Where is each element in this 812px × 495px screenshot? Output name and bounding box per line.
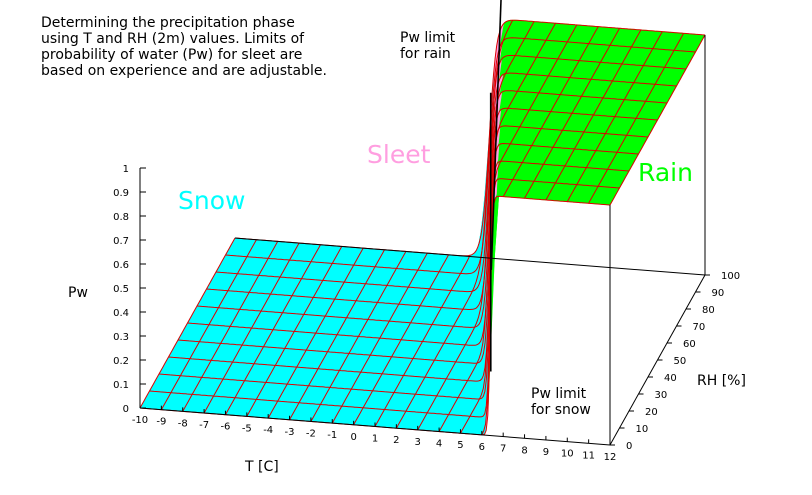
grid-line-t	[310, 251, 407, 422]
z-tick-label: 0.5	[113, 284, 129, 295]
y-tick-label: 100	[721, 271, 740, 282]
grid-line-t	[353, 254, 450, 426]
x-tick-label: -6	[220, 422, 230, 433]
snow-limit-callout: Pw limit for snow	[531, 386, 591, 418]
grid-line-t	[524, 28, 620, 199]
x-tick-label: 0	[350, 432, 356, 443]
x-tick-label: -5	[242, 423, 252, 434]
y-tick-label: 10	[636, 424, 649, 435]
z-tick-label: 0.7	[113, 236, 129, 247]
snow-callout-line: Pw limit	[531, 386, 587, 402]
grid-line-t	[609, 34, 706, 206]
x-tick-label: 3	[415, 437, 421, 448]
x-tick-label: 5	[457, 440, 463, 451]
y-tick-label: 50	[674, 356, 687, 367]
z-tick-label: 0.9	[113, 188, 129, 199]
y-tick-label: 0	[626, 441, 632, 452]
x-tick-label: 7	[500, 444, 506, 455]
description-line: using T and RH (2m) values. Limits of	[41, 31, 305, 47]
z-tick-label: 0.2	[113, 356, 129, 367]
description-line: based on experience and are adjustable.	[41, 63, 327, 79]
grid-line-t	[460, 22, 556, 434]
x-tick-label: -3	[285, 427, 295, 438]
snow-region-label: Snow	[178, 186, 246, 215]
z-tick-label: 0.6	[113, 260, 129, 271]
z-tick-label: 0.8	[113, 212, 129, 223]
grid-line-t	[203, 242, 300, 414]
x-axis-title: T [C]	[244, 459, 279, 475]
y-axis-title: RH [%]	[697, 373, 746, 389]
z-tick-label: 0.1	[113, 380, 129, 391]
z-tick-label: 0.4	[113, 308, 129, 319]
grid-line-t	[160, 239, 257, 410]
rain-limit-callout: Pw limit for rain	[400, 30, 455, 62]
z-tick-label: 0	[123, 404, 129, 415]
x-tick-label: 11	[582, 450, 595, 461]
grid-line-t	[267, 247, 364, 419]
x-tick-label: -4	[263, 425, 273, 436]
tick-labels: -10 -9 -8 -7 -6 -5 -4 -3 -2 -1 0 1 2 3 4 5 6 7 8 9 10 11 12010…	[113, 164, 740, 463]
rain-limit-line	[490, 0, 502, 270]
x-tick-label: 2	[393, 435, 399, 446]
description-line: Determining the precipitation phase	[41, 15, 295, 31]
pw-surface	[139, 19, 706, 436]
z-tick-label: 0.3	[113, 332, 129, 343]
grid-line-t	[289, 249, 385, 421]
grid-line-t	[545, 29, 642, 201]
rain-callout-line: Pw limit	[400, 30, 456, 46]
x-tick-label: 4	[436, 439, 442, 450]
y-tick-label: 20	[645, 407, 658, 418]
x-tick-label: -1	[327, 430, 337, 441]
x-tick-label: -10	[132, 415, 148, 426]
pw-limit-lines	[489, 0, 502, 372]
rain-region-label: Rain	[638, 158, 693, 187]
grid-line-t	[566, 31, 663, 202]
grid-line-t	[588, 33, 685, 204]
y-tick-label: 30	[655, 390, 668, 401]
grid-line-t	[417, 19, 514, 431]
grid-line-t	[182, 241, 279, 412]
y-tick-label: 70	[693, 322, 706, 333]
x-tick-label: -8	[178, 418, 188, 429]
grid-line-t	[481, 24, 578, 436]
snow-callout-line: for snow	[531, 402, 591, 418]
grid-line-t	[331, 252, 428, 424]
grid-line-t	[438, 21, 535, 432]
grid-line-t	[502, 26, 599, 197]
x-tick-label: 6	[479, 442, 485, 453]
x-tick-label: 10	[561, 449, 574, 460]
z-axis-title: Pw	[68, 285, 88, 301]
x-tick-label: 1	[372, 434, 378, 445]
grid-line-t	[139, 237, 236, 409]
grid-line-t	[225, 244, 321, 415]
x-tick-label: -2	[306, 428, 316, 439]
x-tick-label: -7	[199, 420, 209, 431]
grid-line-t	[246, 246, 343, 417]
grid-line-t	[374, 255, 471, 427]
chart-description: Determining the precipitation phase usin…	[41, 15, 381, 79]
x-tick-label: 9	[543, 447, 549, 458]
sleet-region-label: Sleet	[367, 140, 431, 169]
y-tick-label: 80	[702, 305, 715, 316]
x-tick-label: 12	[604, 452, 617, 463]
back-rh-max-edge	[234, 237, 706, 276]
rain-callout-line: for rain	[400, 46, 451, 62]
z-tick-label: 1	[123, 164, 129, 175]
y-tick-label: 90	[712, 288, 725, 299]
y-tick-label: 40	[664, 373, 677, 384]
x-tick-label: 8	[521, 445, 527, 456]
x-tick-label: -9	[156, 417, 166, 428]
grid-line-t	[395, 103, 492, 429]
description-line: probability of water (Pw) for sleet are	[41, 47, 303, 63]
y-tick-label: 60	[683, 339, 696, 350]
